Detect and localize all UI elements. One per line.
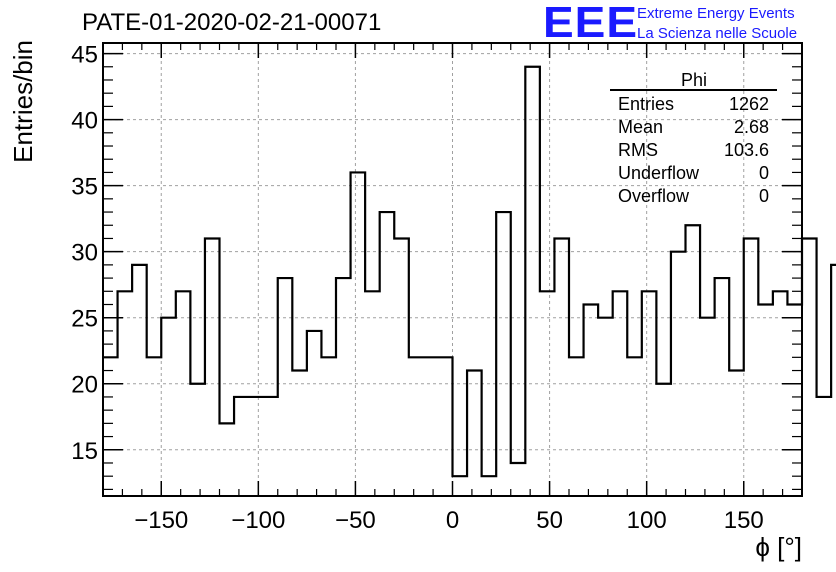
stats-row-value: 103.6 xyxy=(724,140,769,160)
y-tick-label: 35 xyxy=(71,174,98,201)
y-tick-label: 20 xyxy=(71,372,98,399)
y-tick-label: 25 xyxy=(71,306,98,333)
x-tick-label: −150 xyxy=(134,507,188,534)
stats-rows: Entries 1262 Mean 2.68 RMS 103.6 Underflow 0 Ove… xyxy=(618,94,769,206)
stats-row-label: RMS xyxy=(618,140,658,160)
histogram-line xyxy=(103,65,836,478)
stats-row-value: 1262 xyxy=(729,94,769,114)
stats-row-label: Mean xyxy=(618,117,663,137)
y-tick-label: 30 xyxy=(71,240,98,267)
stats-row-value: 0 xyxy=(759,163,769,183)
x-tick-label: −50 xyxy=(335,507,376,534)
x-tick-label: −100 xyxy=(231,507,285,534)
stats-row-label: Entries xyxy=(618,94,674,114)
y-tick-label: 15 xyxy=(71,438,98,465)
brand-line-2: La Scienza nelle Scuole xyxy=(637,25,798,42)
stats-row-label: Underflow xyxy=(618,163,700,183)
y-axis-label: Entries/bin xyxy=(8,40,38,163)
stats-row-value: 2.68 xyxy=(734,117,769,137)
stats-title: Phi xyxy=(681,70,707,90)
run-title: PATE-01-2020-02-21-00071 xyxy=(82,9,382,36)
plot-frame xyxy=(102,42,803,497)
brand-line-1: Extreme Energy Events xyxy=(637,5,795,22)
x-tick-label: 100 xyxy=(627,507,667,534)
x-axis-label: ϕ [°] xyxy=(755,532,802,562)
stats-row-label: Overflow xyxy=(618,186,690,206)
eee-logo: EEE xyxy=(543,0,639,47)
ticks-layer xyxy=(103,43,802,496)
stats-box: Phi Entries 1262 Mean 2.68 RMS 103.6 Underflow… xyxy=(610,70,777,206)
stats-row-value: 0 xyxy=(759,186,769,206)
tick-labels: −150 −100 −50 0 50 100 150 15 20 25 30 35 40 45 xyxy=(71,42,763,534)
y-tick-label: 40 xyxy=(71,108,98,135)
x-tick-label: 0 xyxy=(446,507,459,534)
x-tick-label: 50 xyxy=(536,507,563,534)
y-tick-label: 45 xyxy=(71,42,98,69)
x-tick-label: 150 xyxy=(724,507,764,534)
